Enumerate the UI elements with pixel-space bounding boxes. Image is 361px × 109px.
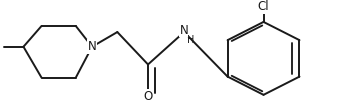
Text: H: H	[187, 35, 194, 45]
Text: O: O	[143, 90, 153, 103]
Text: N: N	[180, 24, 188, 37]
Text: Cl: Cl	[258, 0, 269, 13]
Text: N: N	[88, 40, 96, 53]
